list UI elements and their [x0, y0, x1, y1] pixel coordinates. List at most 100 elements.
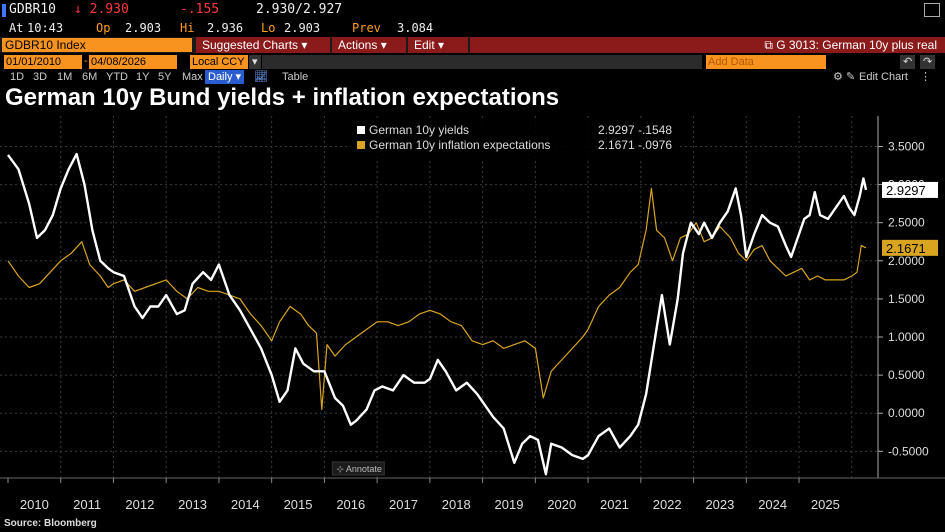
yields-series-line: [7, 152, 868, 476]
inflation-last-value-tag: [882, 239, 938, 256]
chart-reference[interactable]: ⧉ G 3013: German 10y plus real: [470, 37, 945, 53]
period-1d[interactable]: 1D: [10, 71, 25, 83]
y-tick-label: 0.5000: [888, 368, 925, 382]
x-tick-label: 2020: [547, 497, 576, 512]
inflation-last-value: 2.1671: [886, 241, 926, 256]
period-ytd[interactable]: YTD: [106, 71, 128, 83]
y-tick-label: 2.5000: [888, 216, 925, 230]
ticker-marker: [2, 4, 6, 17]
chevron-down-icon: ▾: [380, 38, 387, 52]
x-tick-label: 2017: [389, 497, 418, 512]
toolbar-spacer: [262, 55, 702, 69]
command-bar: GDBR10 Index Suggested Charts ▾ Actions …: [0, 37, 945, 53]
period-1y[interactable]: 1Y: [136, 71, 150, 83]
prev-value: 3.084: [397, 21, 434, 35]
x-tick-label: 2022: [653, 497, 682, 512]
prev-label: Prev: [352, 21, 381, 35]
end-date-field[interactable]: 04/08/2026: [89, 55, 177, 69]
suggested-charts-label: Suggested Charts: [202, 38, 299, 52]
y-tick-label: 2.0000: [888, 254, 925, 268]
line-chart-icon[interactable]: 📈︎: [254, 71, 268, 83]
x-tick-label: 2025: [811, 497, 840, 512]
chart-title: German 10y Bund yields + inflation expec…: [5, 84, 560, 111]
x-tick-label: 2014: [231, 497, 260, 512]
line-chart: 3.50003.00002.50002.00001.50001.00000.50…: [0, 116, 945, 512]
pencil-icon[interactable]: ✎: [846, 71, 856, 83]
x-tick-label: 2023: [705, 497, 734, 512]
x-tick-label: 2018: [442, 497, 471, 512]
yields-last-value-tag: [882, 181, 938, 198]
period-6m[interactable]: 6M: [82, 71, 98, 83]
table-button[interactable]: Table: [282, 71, 309, 83]
security-field[interactable]: GDBR10 Index: [2, 38, 192, 52]
low-label: Lo: [261, 21, 276, 35]
period-1m[interactable]: 1M: [57, 71, 73, 83]
low-value: 2.903: [284, 21, 321, 35]
legend-values: 2.9297 -.1548: [598, 123, 672, 137]
time-label: At: [9, 21, 24, 35]
last-price: ↓ 2.930: [74, 2, 129, 17]
x-tick-label: 2010: [20, 497, 49, 512]
source-note: Source: Bloomberg: [4, 518, 97, 529]
y-tick-label: 1.5000: [888, 292, 925, 306]
legend-box: [350, 120, 680, 158]
ticker: GDBR10: [9, 2, 56, 17]
open-label: Op: [96, 21, 111, 35]
edit-label: Edit: [414, 38, 435, 52]
start-date-field[interactable]: 01/01/2010: [4, 55, 82, 69]
redo-icon[interactable]: ↷: [920, 55, 936, 69]
chevron-down-icon: ▾: [438, 38, 445, 52]
date-range-bar: 01/01/2010 - 04/08/2026 Local CCY ▾ Add …: [0, 55, 945, 69]
x-tick-label: 2021: [600, 497, 629, 512]
x-tick-label: 2015: [284, 497, 313, 512]
edit-menu[interactable]: Edit ▾: [408, 37, 468, 53]
period-5y[interactable]: 5Y: [158, 71, 172, 83]
inflation-series-line: [7, 187, 867, 410]
bid-ask: 2.930/2.927: [256, 2, 343, 17]
currency-dropdown-icon[interactable]: ▾: [249, 55, 261, 69]
chart-options-icon[interactable]: ⋮: [920, 71, 931, 83]
legend-swatch-inflation: [357, 141, 365, 149]
x-tick-label: 2013: [178, 497, 207, 512]
undo-icon[interactable]: ↶: [900, 55, 916, 69]
settings-icon[interactable]: ⚙: [833, 71, 843, 83]
high-label: Hi: [180, 21, 195, 35]
high-value: 2.936: [207, 21, 244, 35]
suggested-charts-menu[interactable]: Suggested Charts ▾: [196, 37, 330, 53]
x-tick-label: 2016: [336, 497, 365, 512]
quote-line: GDBR10 ↓ 2.930 -.155 2.930/2.927: [0, 0, 945, 20]
net-change: -.155: [180, 2, 220, 17]
legend-values: 2.1671 -.0976: [598, 138, 672, 152]
add-data-field[interactable]: Add Data: [706, 55, 826, 69]
quote-time: 10:43: [27, 21, 64, 35]
legend-swatch-yields: [357, 126, 365, 134]
x-tick-label: 2012: [125, 497, 154, 512]
annotate-label: ⊹ Annotate: [336, 464, 382, 474]
open-value: 2.903: [125, 21, 162, 35]
external-link-icon: ⧉: [764, 38, 777, 52]
date-separator: -: [84, 55, 88, 67]
x-tick-label: 2019: [495, 497, 524, 512]
edit-chart-button[interactable]: Edit Chart: [859, 71, 908, 83]
y-tick-label: 0.0000: [888, 406, 925, 420]
y-tick-label: 3.5000: [888, 139, 925, 153]
x-tick-label: 2011: [73, 497, 101, 512]
yields-last-value: 2.9297: [886, 183, 926, 198]
period-max[interactable]: Max: [182, 71, 203, 83]
period-3d[interactable]: 3D: [33, 71, 48, 83]
periodicity-select[interactable]: Daily ▾: [205, 70, 245, 84]
y-tick-label: 1.0000: [888, 330, 925, 344]
y-tick-label: -0.5000: [888, 444, 929, 458]
actions-label: Actions: [338, 38, 378, 52]
chevron-down-icon: ▾: [301, 38, 308, 52]
period-bar: 1D 3D 1M 6M YTD 1Y 5Y Max Daily ▾ 📈︎ Tab…: [0, 70, 945, 84]
window-resize-icon[interactable]: [924, 3, 940, 17]
actions-menu[interactable]: Actions ▾: [332, 37, 406, 53]
legend-label: German 10y yields: [369, 123, 469, 137]
currency-select[interactable]: Local CCY: [190, 55, 248, 69]
quote-detail-line: At 10:43 Op 2.903 Hi 2.936 Lo 2.903 Prev…: [0, 20, 945, 36]
chart-reference-label: G 3013: German 10y plus real: [776, 38, 937, 52]
x-tick-label: 2024: [758, 497, 787, 512]
annotate-button: [331, 461, 385, 476]
legend-label: German 10y inflation expectations: [369, 138, 550, 152]
